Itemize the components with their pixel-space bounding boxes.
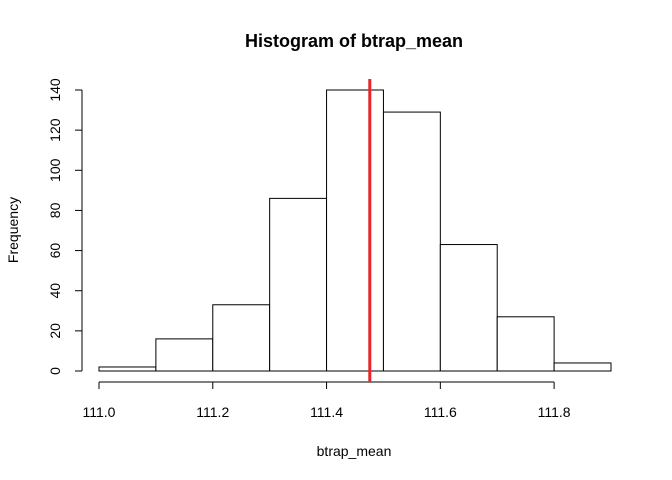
y-axis: 0 20 40 60 80 100 120 140 — [47, 78, 83, 375]
chart-title: Histogram of btrap_mean — [245, 31, 463, 51]
y-tick-label: 60 — [47, 243, 63, 259]
y-tick-label: 100 — [47, 158, 63, 182]
y-tick-label: 120 — [47, 118, 63, 142]
histogram-bars — [98, 89, 612, 372]
y-tick-label: 40 — [47, 283, 63, 299]
histogram-bar-8 — [496, 316, 555, 372]
x-tick-label: 111.0 — [83, 404, 116, 420]
x-tick-label: 111.6 — [424, 404, 457, 420]
x-axis: 111.0 111.2 111.4 111.6 111.8 — [83, 381, 571, 420]
y-tick-label: 0 — [47, 367, 63, 375]
y-tick-label: 80 — [47, 202, 63, 218]
histogram-bar-6 — [382, 111, 441, 372]
x-tick-label: 111.8 — [538, 404, 571, 420]
x-axis-label: btrap_mean — [317, 443, 392, 459]
histogram-bar-1 — [98, 366, 157, 372]
y-tick-label: 140 — [47, 78, 63, 102]
histogram-bar-3 — [212, 304, 271, 372]
x-tick-label: 111.2 — [196, 404, 229, 420]
histogram-bar-5 — [326, 89, 384, 372]
histogram-bar-9 — [553, 362, 612, 372]
y-tick-label: 20 — [47, 323, 63, 339]
histogram-bar-2 — [155, 338, 214, 372]
histogram-bar-7 — [439, 244, 498, 372]
x-tick-label: 111.4 — [310, 404, 343, 420]
y-axis-label: Frequency — [5, 197, 21, 263]
histogram-bar-4 — [269, 197, 328, 372]
